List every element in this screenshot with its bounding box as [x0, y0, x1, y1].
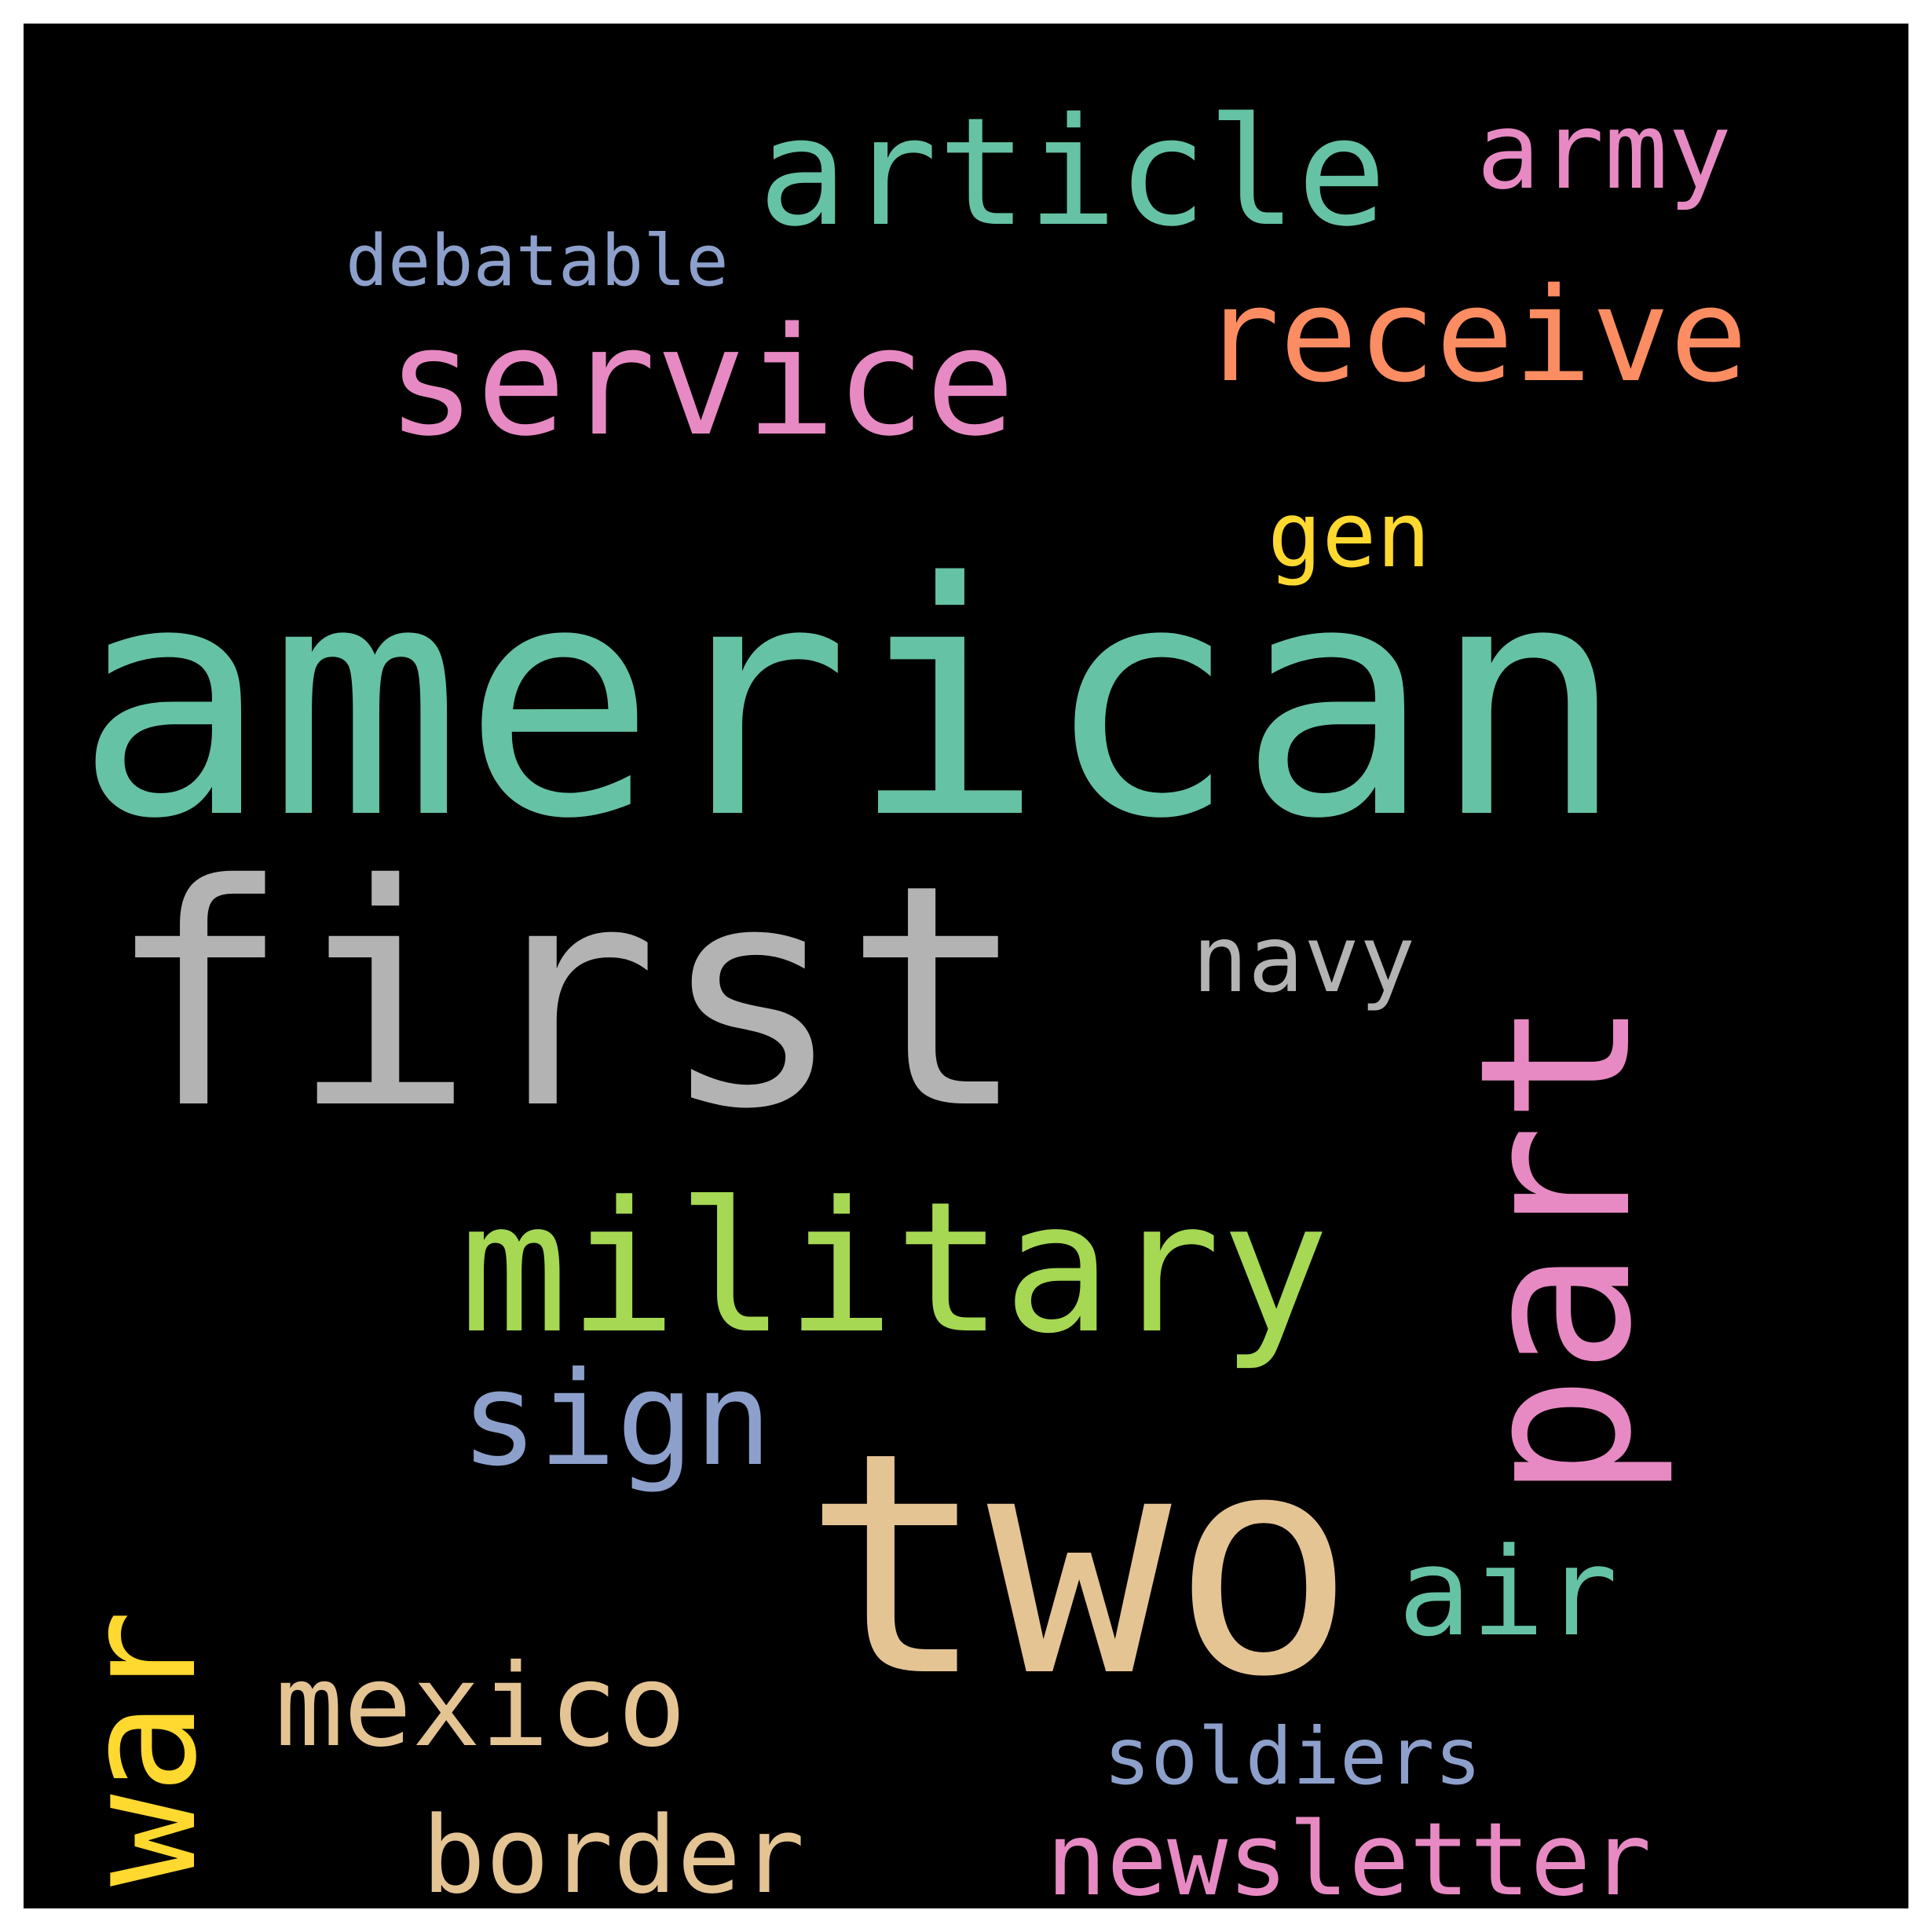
word-air: air: [1398, 1521, 1618, 1663]
word-debatable: debatable: [346, 220, 729, 302]
word-army: army: [1476, 90, 1733, 213]
word-border: border: [422, 1794, 805, 1908]
word-mexico: mexico: [275, 1640, 686, 1773]
word-soldiers: soldiers: [1103, 1711, 1482, 1802]
word-article: article: [758, 86, 1387, 259]
word-service: service: [386, 295, 1015, 469]
word-first: first: [106, 819, 1028, 1176]
word-two: two: [803, 1387, 1356, 1744]
word-sign: sign: [460, 1344, 773, 1495]
word-receive: receive: [1202, 260, 1748, 411]
word-newsletter: newsletter: [1046, 1802, 1652, 1909]
word-military: military: [459, 1164, 1330, 1374]
word-navy: navy: [1192, 905, 1416, 1013]
word-war: war: [52, 1609, 230, 1886]
word-american: american: [75, 514, 1626, 889]
word-cloud: american first two part military war ser…: [24, 24, 1908, 1908]
word-part: part: [1436, 998, 1678, 1500]
word-gen: gen: [1268, 483, 1431, 588]
